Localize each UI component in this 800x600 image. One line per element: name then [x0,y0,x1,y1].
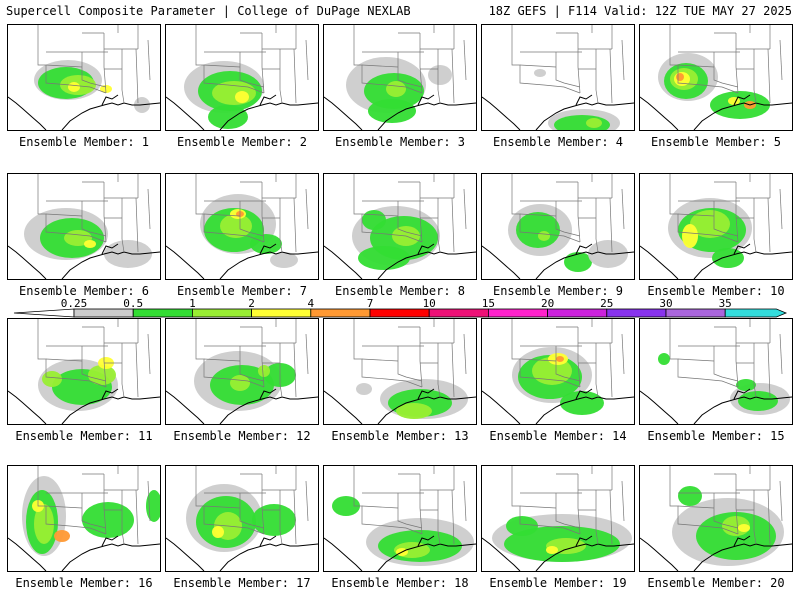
map-canvas [482,25,634,130]
ensemble-member-label: Ensemble Member: 3 [334,135,466,149]
colorbar-swatch [487,308,548,318]
map-canvas [8,319,160,424]
colorbar-swatch [606,308,667,318]
colorbar-swatch [191,308,252,318]
ensemble-member-label: Ensemble Member: 17 [173,576,311,590]
map-canvas [166,25,318,130]
colorbar-swatch [132,308,193,318]
ensemble-member-map [481,173,635,280]
ensemble-member-map [323,318,477,425]
map-canvas [8,25,160,130]
ensemble-member-map [7,173,161,280]
colorbar-tick-label: 2 [248,297,255,310]
map-canvas [8,466,160,571]
map-canvas [482,174,634,279]
ensemble-member-label: Ensemble Member: 2 [176,135,308,149]
ensemble-member-label: Ensemble Member: 9 [492,284,624,298]
ensemble-member-label: Ensemble Member: 14 [489,429,627,443]
ensemble-member-map [323,173,477,280]
ensemble-member-label: Ensemble Member: 11 [15,429,153,443]
colorbar-tick-label: 25 [600,297,614,310]
map-canvas [640,174,792,279]
ensemble-member-label: Ensemble Member: 4 [492,135,624,149]
map-canvas [8,174,160,279]
ensemble-member-label: Ensemble Member: 1 [18,135,150,149]
ensemble-member-map [481,318,635,425]
colorbar-tick-label: 1 [189,297,196,310]
ensemble-member-label: Ensemble Member: 19 [489,576,627,590]
ensemble-member-label: Ensemble Member: 12 [173,429,311,443]
colorbar-tick-label: 0.5 [123,297,144,310]
ensemble-member-map [165,173,319,280]
colorbar-left-arrow [13,308,75,318]
ensemble-member-map [639,24,793,131]
map-canvas [166,466,318,571]
map-canvas [324,466,476,571]
ensemble-member-map [7,24,161,131]
ensemble-member-label: Ensemble Member: 13 [331,429,469,443]
ensemble-member-map [323,24,477,131]
ensemble-member-label: Ensemble Member: 5 [650,135,782,149]
map-canvas [324,174,476,279]
colorbar-tick-label: 35 [718,297,732,310]
ensemble-member-map [165,465,319,572]
colorbar-tick-label: 0.25 [60,297,88,310]
ensemble-member-map [481,465,635,572]
ensemble-member-label: Ensemble Member: 20 [647,576,785,590]
colorbar-tick-label: 10 [422,297,436,310]
colorbar-swatch [724,308,788,318]
ensemble-member-map [639,465,793,572]
map-canvas [166,319,318,424]
colorbar-tick-label: 20 [540,297,555,310]
ensemble-member-map [165,24,319,131]
colorbar-swatch [369,308,430,318]
map-canvas [324,319,476,424]
header-valid-time: 18Z GEFS | F114 Valid: 12Z TUE MAY 27 20… [488,4,792,18]
ensemble-member-map [639,318,793,425]
colorbar-swatch [73,308,134,318]
header-title: Supercell Composite Parameter | College … [6,4,411,18]
ensemble-member-label: Ensemble Member: 10 [647,284,785,298]
map-canvas [166,174,318,279]
ensemble-member-map [7,318,161,425]
map-canvas [482,319,634,424]
colorbar-swatch [251,308,312,318]
colorbar-tick-label: 30 [659,297,673,310]
ensemble-member-map [639,173,793,280]
ensemble-member-map [7,465,161,572]
map-canvas [640,25,792,130]
ensemble-member-label: Ensemble Member: 18 [331,576,469,590]
colorbar-swatch [665,308,726,318]
colorbar-swatch [428,308,489,318]
ensemble-member-label: Ensemble Member: 6 [18,284,150,298]
map-canvas [640,466,792,571]
colorbar-tick-label: 4 [307,297,315,310]
map-canvas [640,319,792,424]
ensemble-member-label: Ensemble Member: 8 [334,284,466,298]
map-canvas [324,25,476,130]
colorbar-swatch [310,308,371,318]
ensemble-member-label: Ensemble Member: 15 [647,429,785,443]
colorbar-swatch [547,308,608,318]
map-canvas [482,466,634,571]
colorbar-legend [13,308,788,318]
ensemble-member-label: Ensemble Member: 16 [15,576,153,590]
ensemble-member-map [323,465,477,572]
colorbar-tick-label: 7 [366,297,374,310]
ensemble-member-label: Ensemble Member: 7 [176,284,308,298]
ensemble-member-map [481,24,635,131]
colorbar-tick-label: 15 [481,297,496,310]
ensemble-member-map [165,318,319,425]
